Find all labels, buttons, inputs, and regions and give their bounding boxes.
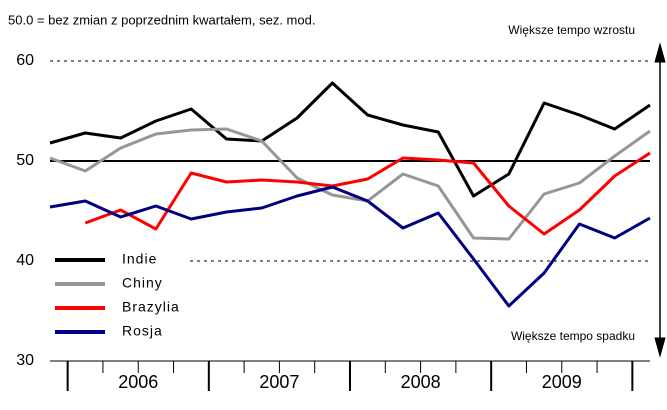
legend-label: Rosja	[122, 323, 163, 339]
y-tick-label: 50	[16, 152, 34, 169]
year-label: 2006	[118, 372, 158, 392]
series-line	[49, 127, 651, 241]
year-label: 2007	[259, 372, 299, 392]
y-tick-label: 60	[16, 52, 34, 69]
arrow	[654, 42, 666, 358]
year-label: 2008	[401, 372, 441, 392]
legend-label: Indie	[122, 251, 157, 267]
y-tick-label: 30	[16, 352, 34, 369]
legend-label: Brazylia	[122, 299, 180, 315]
legend-label: Chiny	[122, 275, 163, 291]
legend-bg	[50, 243, 190, 341]
year-label: 2009	[542, 372, 582, 392]
annotation: Większe tempo spadku	[511, 329, 635, 343]
series-line	[49, 81, 651, 198]
subtitle: 50.0 = bez zmian z poprzednim kwartałem,…	[8, 12, 315, 27]
series-line	[49, 185, 651, 308]
y-tick-label: 40	[16, 252, 34, 269]
annotation: Większe tempo wzrostu	[508, 23, 635, 37]
series-line	[84, 151, 651, 236]
